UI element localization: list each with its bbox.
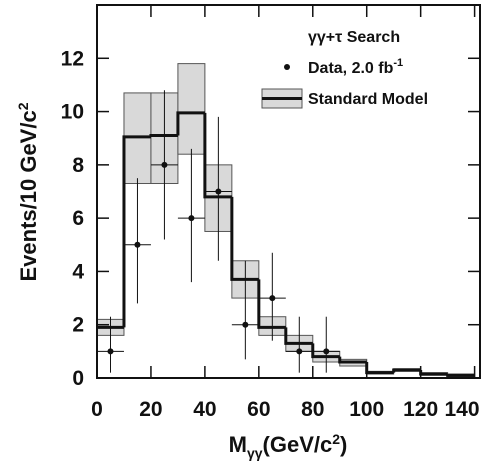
x-axis-label: Mγγ(GeV/c2) [229, 431, 348, 461]
x-tick-label: 0 [91, 398, 103, 421]
data-point [242, 321, 249, 328]
y-tick-label: 6 [72, 207, 84, 230]
legend-model-label: Standard Model [308, 91, 428, 108]
x-label-sup: 2 [332, 431, 340, 447]
legend-title: γγ+τ Search [308, 29, 400, 46]
legend-data-exponent: -1 [393, 57, 403, 69]
model-step [284, 327, 313, 345]
legend-data-label: Data, 2.0 fb-1 [308, 57, 403, 77]
model-step [311, 343, 340, 359]
uncertainty-band [177, 63, 206, 155]
model-step [446, 373, 475, 377]
model-step [392, 368, 421, 373]
data-point [107, 348, 114, 355]
model-step [203, 112, 232, 199]
y-tick-label: 8 [72, 154, 84, 177]
x-tick-label: 100 [349, 398, 384, 421]
y-label-main: Events/10 GeV/c [16, 110, 41, 281]
model-step [338, 356, 367, 364]
y-label-sup: 2 [15, 102, 31, 110]
model-step [230, 196, 259, 281]
y-tick-label: 2 [72, 314, 84, 337]
data-point [161, 161, 168, 168]
x-tick-label: 120 [403, 398, 438, 421]
x-tick-label: 140 [444, 398, 479, 421]
data-point [188, 215, 195, 222]
y-axis-label: Events/10 GeV/c2 [15, 102, 41, 281]
data-point [323, 348, 330, 355]
x-label-m: M [229, 432, 247, 457]
x-tick-label: 80 [301, 398, 324, 421]
data-point [215, 188, 222, 195]
y-tick-label: 12 [61, 47, 84, 70]
y-tick-label: 10 [61, 101, 84, 124]
model-step [122, 135, 151, 328]
data-point [296, 348, 303, 355]
x-label-unit: (GeV/c [263, 432, 333, 457]
data-point [134, 241, 141, 248]
x-label-sub: γγ [247, 445, 263, 461]
x-tick-label: 20 [139, 398, 162, 421]
legend-data-marker [284, 64, 290, 70]
model-step [419, 370, 448, 376]
y-tick-label: 0 [72, 367, 84, 390]
legend-data-name: Data, 2.0 fb [308, 60, 394, 77]
x-tick-label: 60 [247, 398, 270, 421]
data-point [269, 295, 276, 302]
x-label-close: ) [340, 432, 347, 457]
x-tick-label: 40 [193, 398, 216, 421]
model-step [176, 111, 205, 136]
y-tick-label: 4 [72, 260, 84, 283]
plot-frame [96, 4, 481, 379]
model-step [257, 279, 286, 329]
model-step [149, 134, 178, 138]
